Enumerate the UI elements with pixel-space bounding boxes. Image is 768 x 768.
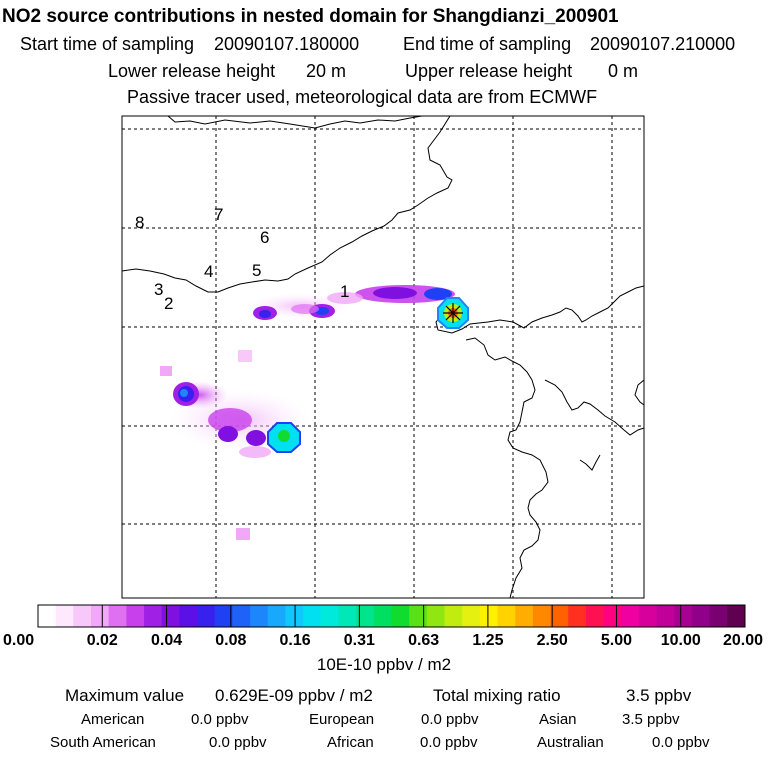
max-value-label: Maximum value bbox=[65, 686, 185, 705]
colorbar-cell bbox=[161, 605, 180, 627]
colorbar-cell bbox=[38, 605, 57, 627]
colorbar-cell bbox=[179, 605, 198, 627]
colorbar-cell bbox=[144, 605, 163, 627]
colorbar-cell bbox=[91, 605, 110, 627]
map-label-2: 2 bbox=[164, 294, 173, 313]
colorbar-tick-label: 5.00 bbox=[601, 632, 632, 649]
region-value: 0.0 ppbv bbox=[420, 734, 478, 751]
colorbar-cell bbox=[267, 605, 286, 627]
colorbar-units: 10E-10 ppbv / m2 bbox=[317, 655, 451, 674]
colorbar-tick-label: 0.63 bbox=[408, 632, 439, 649]
colorbar-cell bbox=[691, 605, 711, 627]
map-label-6: 6 bbox=[260, 228, 269, 247]
colorbar-cell bbox=[603, 605, 622, 627]
upper-release-label: Upper release height bbox=[405, 61, 573, 81]
region-name: European bbox=[309, 711, 375, 728]
colorbar-cell bbox=[356, 605, 375, 627]
colorbar-cell bbox=[73, 605, 92, 627]
region-name: African bbox=[327, 734, 374, 751]
colorbar-cell bbox=[338, 605, 357, 627]
upper-release-value: 0 m bbox=[608, 61, 639, 81]
colorbar-cell bbox=[285, 605, 304, 627]
colorbar-tick-label: 0.04 bbox=[151, 632, 182, 649]
receptor-marker bbox=[443, 303, 463, 323]
region-value: 0.0 ppbv bbox=[421, 711, 479, 728]
colorbar-cell bbox=[444, 605, 463, 627]
map-label-4: 4 bbox=[204, 262, 213, 281]
start-time-label: Start time of sampling bbox=[20, 34, 195, 54]
colorbar-tick-labels: 0.00 0.02 0.04 0.08 0.16 0.31 0.63 1.25 2.50 5.00… bbox=[3, 632, 763, 649]
colorbar-cell bbox=[409, 605, 428, 627]
map-label-7: 7 bbox=[214, 205, 223, 224]
colorbar-cell bbox=[232, 605, 251, 627]
colorbar-tick-label: 2.50 bbox=[537, 632, 568, 649]
total-mixing-value: 3.5 ppbv bbox=[626, 686, 692, 705]
colorbar-cell bbox=[709, 605, 728, 627]
colorbar-cell bbox=[55, 605, 74, 627]
max-value: 0.629E-09 ppbv / m2 bbox=[215, 686, 373, 705]
lower-release-value: 20 m bbox=[306, 61, 347, 81]
colorbar-cell bbox=[638, 605, 658, 627]
colorbar-tick-label: 0.00 bbox=[3, 632, 34, 649]
map-label-5: 5 bbox=[252, 261, 261, 280]
colorbar-cell bbox=[550, 605, 569, 627]
colorbar-cell bbox=[515, 605, 534, 627]
region-value: 0.0 ppbv bbox=[209, 734, 267, 751]
region-name: Australian bbox=[537, 734, 604, 751]
total-mixing-label: Total mixing ratio bbox=[433, 686, 561, 705]
start-time-value: 20090107.180000 bbox=[214, 34, 360, 54]
colorbar-cell bbox=[497, 605, 516, 627]
colorbar-cell bbox=[108, 605, 127, 627]
colorbar-tick-label: 0.08 bbox=[215, 632, 246, 649]
colorbar bbox=[37, 604, 746, 628]
colorbar-cell bbox=[532, 605, 551, 627]
colorbar-cell bbox=[674, 605, 693, 627]
region-value: 0.0 ppbv bbox=[191, 711, 249, 728]
colorbar-cell bbox=[462, 605, 481, 627]
colorbar-cell bbox=[303, 605, 322, 627]
chart-title: NO2 source contributions in nested domai… bbox=[2, 6, 619, 27]
map-boundaries bbox=[122, 116, 644, 598]
colorbar-cell bbox=[250, 605, 269, 627]
region-name: American bbox=[81, 711, 145, 728]
colorbar-tick-label: 10.00 bbox=[661, 632, 701, 649]
colorbar-cell bbox=[426, 605, 445, 627]
colorbar-cell bbox=[656, 605, 675, 627]
colorbar-cell bbox=[479, 605, 498, 627]
tracer-note: Passive tracer used, meteorological data… bbox=[127, 87, 598, 107]
map-area bbox=[122, 116, 644, 598]
region-name: South American bbox=[50, 734, 156, 751]
colorbar-cell bbox=[568, 605, 587, 627]
map-label-1: 1 bbox=[340, 282, 349, 301]
map-label-3: 3 bbox=[154, 280, 163, 299]
colorbar-tick-label: 0.16 bbox=[280, 632, 311, 649]
colorbar-cell bbox=[621, 605, 640, 627]
lower-release-label: Lower release height bbox=[108, 61, 276, 81]
colorbar-tick-label: 0.31 bbox=[344, 632, 375, 649]
colorbar-tick-label: 20.00 bbox=[723, 632, 763, 649]
colorbar-cell bbox=[197, 605, 216, 627]
colorbar-cell bbox=[727, 605, 746, 627]
map-label-8: 8 bbox=[135, 213, 144, 232]
colorbar-cell bbox=[214, 605, 233, 627]
map-gridlines bbox=[122, 116, 644, 598]
colorbar-cell bbox=[320, 605, 339, 627]
end-time-label: End time of sampling bbox=[403, 34, 572, 54]
region-value: 3.5 ppbv bbox=[622, 711, 680, 728]
region-name: Asian bbox=[539, 711, 577, 728]
region-value: 0.0 ppbv bbox=[652, 734, 710, 751]
plume-south bbox=[160, 350, 310, 540]
colorbar-tick-label: 1.25 bbox=[472, 632, 503, 649]
colorbar-cell bbox=[585, 605, 604, 627]
colorbar-tick-label: 0.02 bbox=[87, 632, 118, 649]
end-time-value: 20090107.210000 bbox=[590, 34, 736, 54]
colorbar-cell bbox=[391, 605, 410, 627]
colorbar-frame bbox=[37, 604, 746, 628]
colorbar-cell bbox=[126, 605, 145, 627]
colorbar-cell bbox=[373, 605, 392, 627]
map-frame bbox=[121, 115, 645, 599]
